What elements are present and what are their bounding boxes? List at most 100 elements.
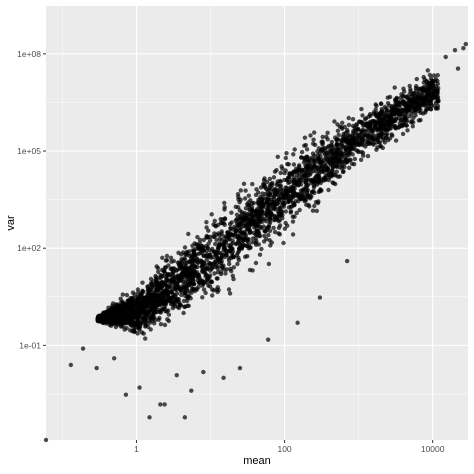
data-point bbox=[256, 212, 261, 217]
data-point bbox=[123, 392, 129, 397]
data-point bbox=[192, 241, 197, 246]
data-point bbox=[350, 117, 356, 122]
data-point bbox=[310, 151, 316, 156]
data-point bbox=[153, 276, 159, 282]
data-point bbox=[291, 201, 296, 206]
data-point bbox=[324, 152, 330, 158]
data-point bbox=[155, 288, 160, 293]
data-point bbox=[277, 200, 282, 205]
data-point bbox=[229, 268, 234, 274]
data-point bbox=[282, 226, 288, 231]
data-point bbox=[278, 191, 283, 196]
data-point bbox=[235, 261, 240, 267]
data-point bbox=[413, 100, 419, 105]
data-point bbox=[184, 261, 189, 266]
data-points bbox=[43, 41, 468, 443]
data-point bbox=[229, 220, 234, 225]
data-point bbox=[323, 149, 328, 154]
data-point bbox=[302, 158, 308, 163]
data-point bbox=[317, 295, 323, 300]
y-tick-label: 1e-01 bbox=[19, 340, 41, 350]
data-point bbox=[378, 101, 384, 107]
data-point bbox=[128, 302, 133, 307]
data-point bbox=[164, 277, 169, 282]
data-point bbox=[243, 223, 249, 228]
data-point bbox=[234, 212, 240, 217]
data-point bbox=[179, 276, 184, 281]
data-point bbox=[223, 271, 228, 276]
data-point bbox=[236, 255, 241, 260]
data-point bbox=[360, 150, 366, 155]
data-point bbox=[314, 178, 320, 183]
data-point bbox=[347, 165, 352, 170]
data-point bbox=[327, 156, 332, 161]
data-point bbox=[355, 132, 360, 137]
data-point bbox=[238, 216, 243, 221]
data-point bbox=[461, 45, 466, 51]
data-point bbox=[174, 267, 180, 272]
data-point bbox=[254, 232, 259, 237]
data-point bbox=[393, 109, 398, 115]
data-point bbox=[139, 316, 144, 321]
data-point bbox=[204, 248, 209, 254]
data-point bbox=[271, 225, 276, 231]
data-point bbox=[256, 216, 261, 221]
data-point bbox=[336, 132, 341, 138]
data-point bbox=[279, 210, 284, 215]
data-point bbox=[344, 258, 350, 264]
data-point bbox=[310, 208, 316, 213]
data-point bbox=[381, 135, 386, 141]
data-point bbox=[290, 219, 296, 224]
data-point bbox=[296, 194, 302, 199]
data-point bbox=[280, 195, 285, 200]
data-point bbox=[214, 276, 219, 281]
data-point bbox=[385, 138, 391, 143]
data-point bbox=[160, 301, 166, 306]
data-point bbox=[152, 293, 157, 298]
data-point bbox=[201, 287, 207, 292]
data-point bbox=[380, 117, 385, 123]
data-point bbox=[265, 225, 271, 230]
data-point bbox=[299, 149, 305, 155]
data-point bbox=[297, 207, 302, 213]
x-axis-ticks: 1 100 10000 bbox=[134, 440, 445, 454]
data-point bbox=[248, 217, 253, 222]
data-point bbox=[246, 237, 251, 242]
data-point bbox=[436, 97, 441, 102]
data-point bbox=[275, 181, 280, 186]
data-point bbox=[150, 316, 156, 321]
data-point bbox=[351, 137, 357, 142]
data-point bbox=[422, 94, 428, 99]
data-point bbox=[303, 163, 308, 168]
data-point bbox=[254, 187, 259, 192]
data-point bbox=[413, 113, 418, 118]
data-point bbox=[272, 169, 278, 174]
data-point bbox=[268, 219, 273, 224]
data-point bbox=[158, 322, 164, 327]
data-point bbox=[126, 316, 132, 321]
data-point bbox=[294, 210, 299, 216]
data-point bbox=[393, 116, 399, 121]
data-point bbox=[263, 191, 268, 197]
data-point bbox=[226, 287, 232, 292]
data-point bbox=[124, 304, 130, 310]
data-point bbox=[235, 216, 240, 221]
data-point bbox=[335, 174, 341, 179]
data-point bbox=[426, 101, 432, 107]
data-point bbox=[346, 115, 351, 121]
data-point bbox=[300, 187, 306, 193]
data-point bbox=[320, 134, 325, 140]
data-point bbox=[292, 147, 297, 152]
data-point bbox=[174, 274, 179, 279]
data-point bbox=[213, 241, 218, 247]
data-point bbox=[383, 127, 388, 132]
data-point bbox=[335, 142, 340, 147]
data-point bbox=[196, 284, 201, 290]
data-point bbox=[270, 180, 275, 186]
data-point bbox=[385, 119, 390, 125]
data-point bbox=[420, 98, 426, 103]
data-point bbox=[400, 131, 406, 137]
data-point bbox=[327, 161, 333, 166]
data-point bbox=[433, 84, 438, 89]
data-point bbox=[334, 164, 339, 169]
